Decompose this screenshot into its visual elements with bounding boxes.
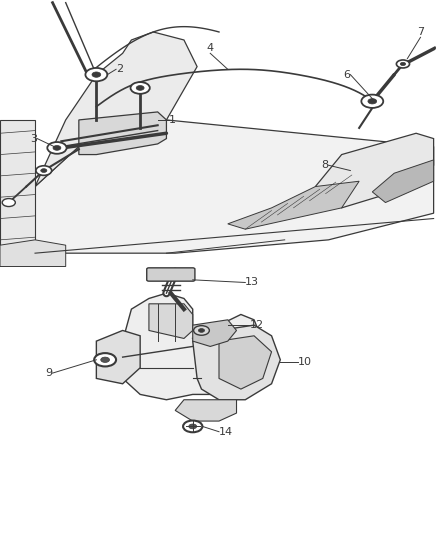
Circle shape <box>136 85 144 90</box>
Polygon shape <box>114 293 263 400</box>
Circle shape <box>198 328 205 333</box>
Polygon shape <box>35 120 434 253</box>
Circle shape <box>53 146 61 150</box>
Polygon shape <box>0 240 66 266</box>
Text: 8: 8 <box>321 160 328 170</box>
Circle shape <box>368 99 377 104</box>
Circle shape <box>183 421 202 432</box>
Polygon shape <box>35 32 197 187</box>
Polygon shape <box>193 320 237 346</box>
Circle shape <box>361 94 383 108</box>
Circle shape <box>92 72 101 77</box>
Circle shape <box>396 60 410 68</box>
Text: 13: 13 <box>245 278 259 287</box>
Text: 7: 7 <box>417 27 424 37</box>
Text: 9: 9 <box>46 368 53 378</box>
Text: 1: 1 <box>169 115 176 125</box>
Polygon shape <box>96 330 140 384</box>
Polygon shape <box>149 304 193 338</box>
Circle shape <box>400 62 406 66</box>
Circle shape <box>94 353 116 367</box>
Text: 14: 14 <box>219 427 233 437</box>
Circle shape <box>2 199 15 207</box>
Circle shape <box>189 424 197 429</box>
Text: 10: 10 <box>298 358 312 367</box>
Polygon shape <box>228 181 359 229</box>
Circle shape <box>85 68 107 82</box>
Polygon shape <box>0 120 35 266</box>
Polygon shape <box>372 160 434 203</box>
Text: 12: 12 <box>250 320 264 330</box>
Circle shape <box>131 82 150 94</box>
Circle shape <box>41 168 47 173</box>
Circle shape <box>101 357 110 362</box>
Text: 6: 6 <box>343 70 350 79</box>
Circle shape <box>47 142 67 154</box>
Polygon shape <box>79 112 166 155</box>
Polygon shape <box>315 133 434 208</box>
Circle shape <box>194 326 209 335</box>
Circle shape <box>36 166 52 175</box>
Text: 4: 4 <box>207 43 214 53</box>
Text: 2: 2 <box>116 64 123 74</box>
Polygon shape <box>193 325 280 400</box>
Polygon shape <box>219 336 272 389</box>
FancyBboxPatch shape <box>147 268 195 281</box>
Polygon shape <box>175 400 237 421</box>
Text: 3: 3 <box>30 134 37 143</box>
